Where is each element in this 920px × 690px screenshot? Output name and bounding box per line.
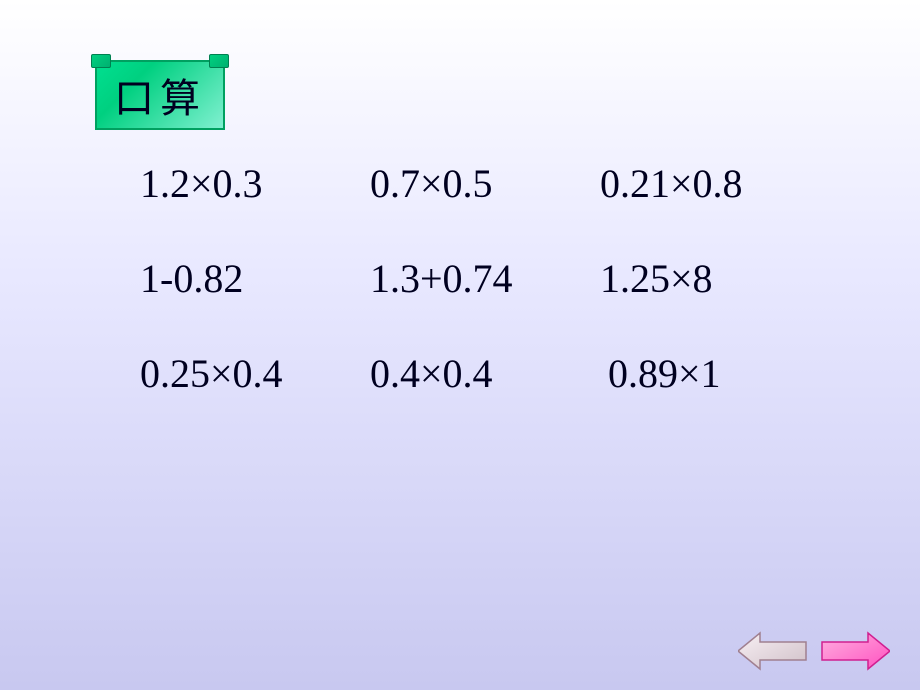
math-cell: 0.4×0.4 bbox=[370, 350, 600, 397]
table-row: 1.2×0.3 0.7×0.5 0.21×0.8 bbox=[140, 160, 820, 207]
math-cell: 1-0.82 bbox=[140, 255, 370, 302]
math-cell: 0.25×0.4 bbox=[140, 350, 370, 397]
arrow-right-icon bbox=[820, 630, 890, 672]
math-cell: 1.3+0.74 bbox=[370, 255, 600, 302]
table-row: 0.25×0.4 0.4×0.4 0.89×1 bbox=[140, 350, 820, 397]
math-cell: 0.7×0.5 bbox=[370, 160, 600, 207]
arrow-left-icon bbox=[738, 630, 808, 672]
prev-button[interactable] bbox=[738, 630, 808, 672]
nav-controls bbox=[738, 630, 890, 672]
math-cell: 1.2×0.3 bbox=[140, 160, 370, 207]
next-button[interactable] bbox=[820, 630, 890, 672]
math-grid: 1.2×0.3 0.7×0.5 0.21×0.8 1-0.82 1.3+0.74… bbox=[140, 160, 820, 445]
math-cell: 1.25×8 bbox=[600, 255, 820, 302]
math-cell: 0.21×0.8 bbox=[600, 160, 820, 207]
math-cell: 0.89×1 bbox=[608, 350, 828, 397]
title-text: 口算 bbox=[114, 66, 206, 124]
table-row: 1-0.82 1.3+0.74 1.25×8 bbox=[140, 255, 820, 302]
title-box: 口算 bbox=[95, 60, 225, 130]
